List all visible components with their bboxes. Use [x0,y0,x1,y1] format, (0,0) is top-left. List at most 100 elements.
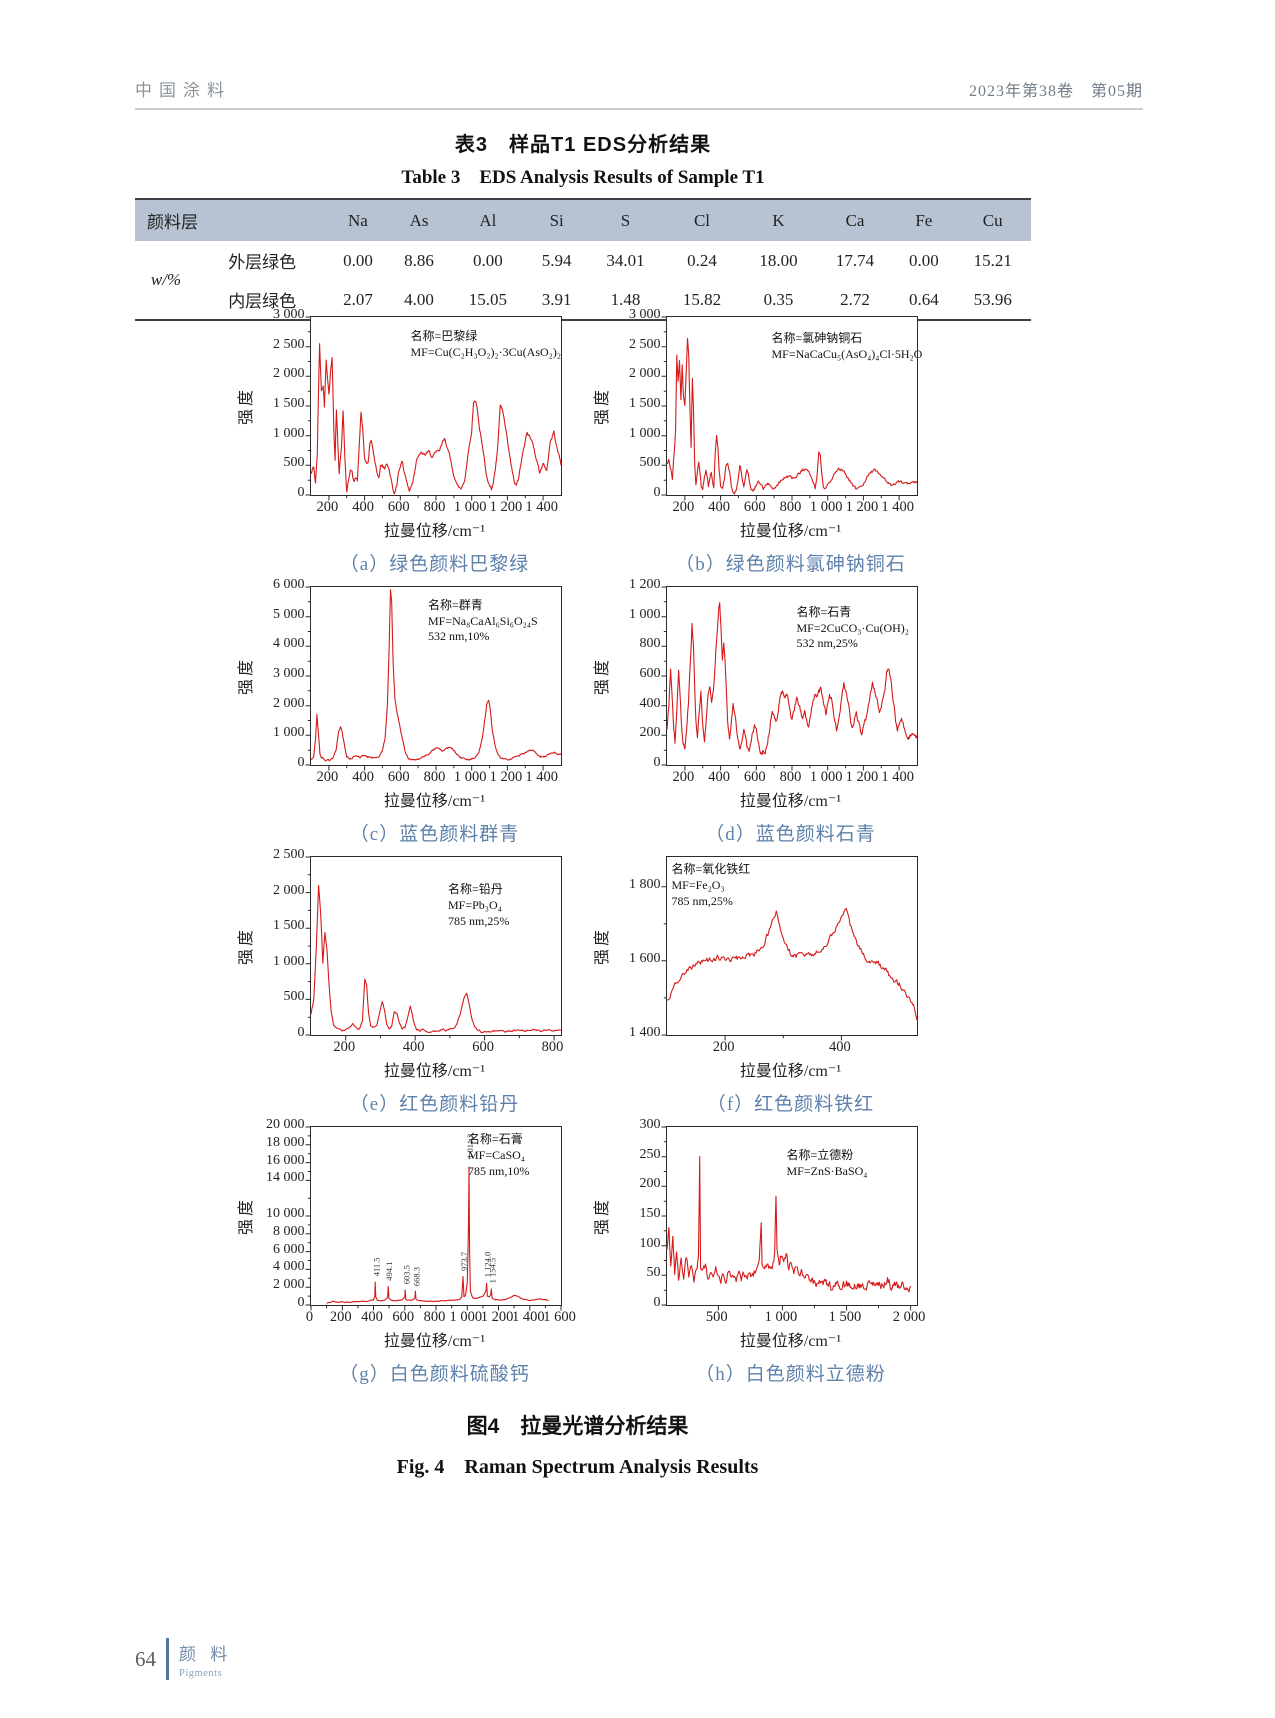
chart-d: 强度 1 200 1 000 800 600 400 200 0 名称=石青 MF=2CuCO₃·… [590,577,922,846]
table-row-group-label: w/% [150,270,182,289]
y-tick-label: 800 [639,636,661,652]
spectrum-svg [661,586,918,771]
x-tick-label: 600 [387,499,410,515]
x-axis-title: 拉曼位移/cm⁻¹ [383,1063,486,1080]
y-tick-label: 3 000 [273,666,305,681]
table-col-header: K [772,210,785,230]
y-tick-label: 250 [639,1146,661,1162]
chart-annotation: 名称=立德粉 MF=ZnS·BaSO₄ [787,1148,868,1180]
charts-grid: 强度 3 000 2 500 2 000 1 500 1 000 500 0 名称=巴黎绿 MF=… [0,307,1155,1386]
x-tick-label: 200 [316,499,339,515]
x-axis-ticks: 200 400 600 800 1 000 1 200 1 400 [666,766,916,787]
y-tick-label: 2 000 [273,1277,305,1293]
table-cell: 0.35 [763,289,794,309]
annotation-line: 785 nm,25% [448,913,510,928]
y-tick-label: 20 000 [266,1117,305,1132]
y-axis-title-text: 强度 [593,386,611,426]
table-title-en: Table 3 EDS Analysis Results of Sample T… [401,167,765,188]
annotation-line: 名称=铅丹 [448,881,503,896]
annotation-line: MF=Na₈CaAl₆Si₆O₂₄S [428,613,538,628]
x-tick-label: 1 200 [489,499,523,515]
chart-annotation: 名称=石青 MF=2CuCO₃·Cu(OH)₂ 532 nm,25% [797,605,909,652]
x-tick-label: 1 000 [809,769,843,785]
y-tick-label: 0 [653,755,661,770]
y-tick-label: 600 [639,666,661,681]
y-tick-label: 1 800 [629,876,661,892]
y-tick-label: 1 000 [273,425,305,441]
table-cell: 4.00 [404,289,434,309]
table-cell: 0.24 [687,250,717,270]
spectrum-plot: 411.5 494.1 603.5 668.3 973.7 1 011.3 1 124.0 1… [305,1126,562,1311]
x-tick-label: 1 400 [525,499,558,515]
table-col-header: S [620,210,631,230]
footer-divider [166,1638,169,1680]
x-tick-label: 1 200 [845,769,879,785]
y-axis-ticks: 1 200 1 000 800 600 400 200 0 [610,577,666,770]
table-cell: 0.64 [908,289,939,309]
peak-value-label: 668.3 [411,1267,421,1286]
y-tick-label: 2 000 [273,695,305,711]
x-tick-label: 800 [779,499,802,515]
x-tick-label: 600 [472,1039,494,1055]
y-axis-ticks: 300 250 200 150 100 50 0 [610,1117,666,1310]
y-axis-title: 强度 [234,316,255,496]
table-col-header-pigment-layer: 颜料层 [147,213,198,232]
x-axis-ticks: 200 400 [666,1036,916,1057]
x-tick-label: 1 000 [764,1309,798,1325]
x-tick-label: 1 000 [809,499,843,515]
annotation-line: 名称=群青 [428,597,483,612]
y-axis-title: 强度 [234,856,255,1036]
spectrum-svg [305,586,561,771]
chart-annotation: 名称=铅丹 MF=Pb₃O₄ 785 nm,25% [448,882,509,929]
peak-value-label: 1 124.0 [482,1252,492,1278]
y-axis-title-text: 强度 [237,926,255,966]
y-tick-label: 14 000 [266,1170,305,1186]
axis-tick-marks [305,856,555,1041]
table-cell: 17.74 [835,250,875,270]
chart-h: 强度 300 250 200 150 100 50 0 名称=立德粉 MF=ZnS·BaSO₄ 50… [590,1117,926,1386]
annotation-line: 名称=立德粉 [786,1148,854,1163]
table-cell: 0.00 [908,250,939,270]
spectrum-plot: 名称=石青 MF=2CuCO₃·Cu(OH)₂ 532 nm,25% [661,586,918,771]
spectrum-plot: 名称=氯砷钠铜石 MF=NaCaCu₅(AsO₄)₄Cl·5H₂O [661,316,922,501]
x-tick-label: 200 [672,499,695,515]
x-tick-label: 1 000 [453,499,487,515]
y-tick-label: 2 000 [629,366,661,382]
table-col-header: Cl [693,210,711,230]
peak-value-label: 973.7 [459,1252,469,1271]
y-tick-label: 0 [297,485,305,500]
x-tick-label: 400 [708,769,730,785]
y-axis-title: 强度 [590,586,611,766]
table-cell: 3.91 [541,289,572,309]
y-tick-label: 1 400 [629,1025,661,1040]
x-tick-label: 400 [708,499,730,515]
table-cell: 34.01 [606,250,645,270]
table-cell: 53.96 [973,289,1012,309]
table-cell: 0.00 [472,250,503,270]
annotation-line: 名称=氧化铁红 [671,862,751,877]
table-cell: 8.86 [404,250,434,270]
x-axis-ticks: 200 400 600 800 1 000 1 200 1 400 [310,496,560,517]
table-cell: 15.05 [468,289,507,309]
axis-tick-marks [305,1126,561,1311]
y-axis-ticks: 2 500 2 000 1 500 1 000 500 0 [254,847,310,1040]
x-axis-ticks: 200 400 600 800 [310,1036,563,1057]
x-axis-ticks: 500 1 000 1 500 2 000 [666,1306,925,1327]
y-axis-ticks: 20 000 18 000 16 000 14 000 10 000 8 000 6 000… [254,1117,310,1310]
chart-area-g: 强度 20 000 18 000 16 000 14 000 10 000 8 000 6 0… [234,1117,566,1311]
y-tick-label: 6 000 [273,1241,305,1257]
annotation-line: 名称=石膏 [468,1132,523,1147]
y-tick-label: 300 [639,1117,661,1132]
chart-f: 强度 1 800 1 600 1 400 名称=氧化铁红 MF=Fe₂O₃ 785 nm,2… [590,856,922,1116]
y-tick-label: 0 [653,485,661,500]
y-tick-label: 8 000 [273,1223,305,1239]
spectrum-line [309,884,561,1034]
y-tick-label: 1 000 [273,725,305,741]
y-tick-label: 50 [646,1265,661,1281]
chart-annotation: 名称=石膏 MF=CaSO₄ 785 nm,10% [468,1132,529,1179]
chart-annotation: 名称=巴黎绿 MF=Cu(C₂H₃O₂)₂·3Cu(AsO₂)₂ [411,329,562,361]
x-axis-title: 拉曼位移/cm⁻¹ [739,793,842,810]
chart-caption: （f）红色颜料铁红 [706,1094,875,1115]
chart-c: 强度 6 000 5 000 4 000 3 000 2 000 1 000 0 名称=群青 MF… [234,577,566,846]
